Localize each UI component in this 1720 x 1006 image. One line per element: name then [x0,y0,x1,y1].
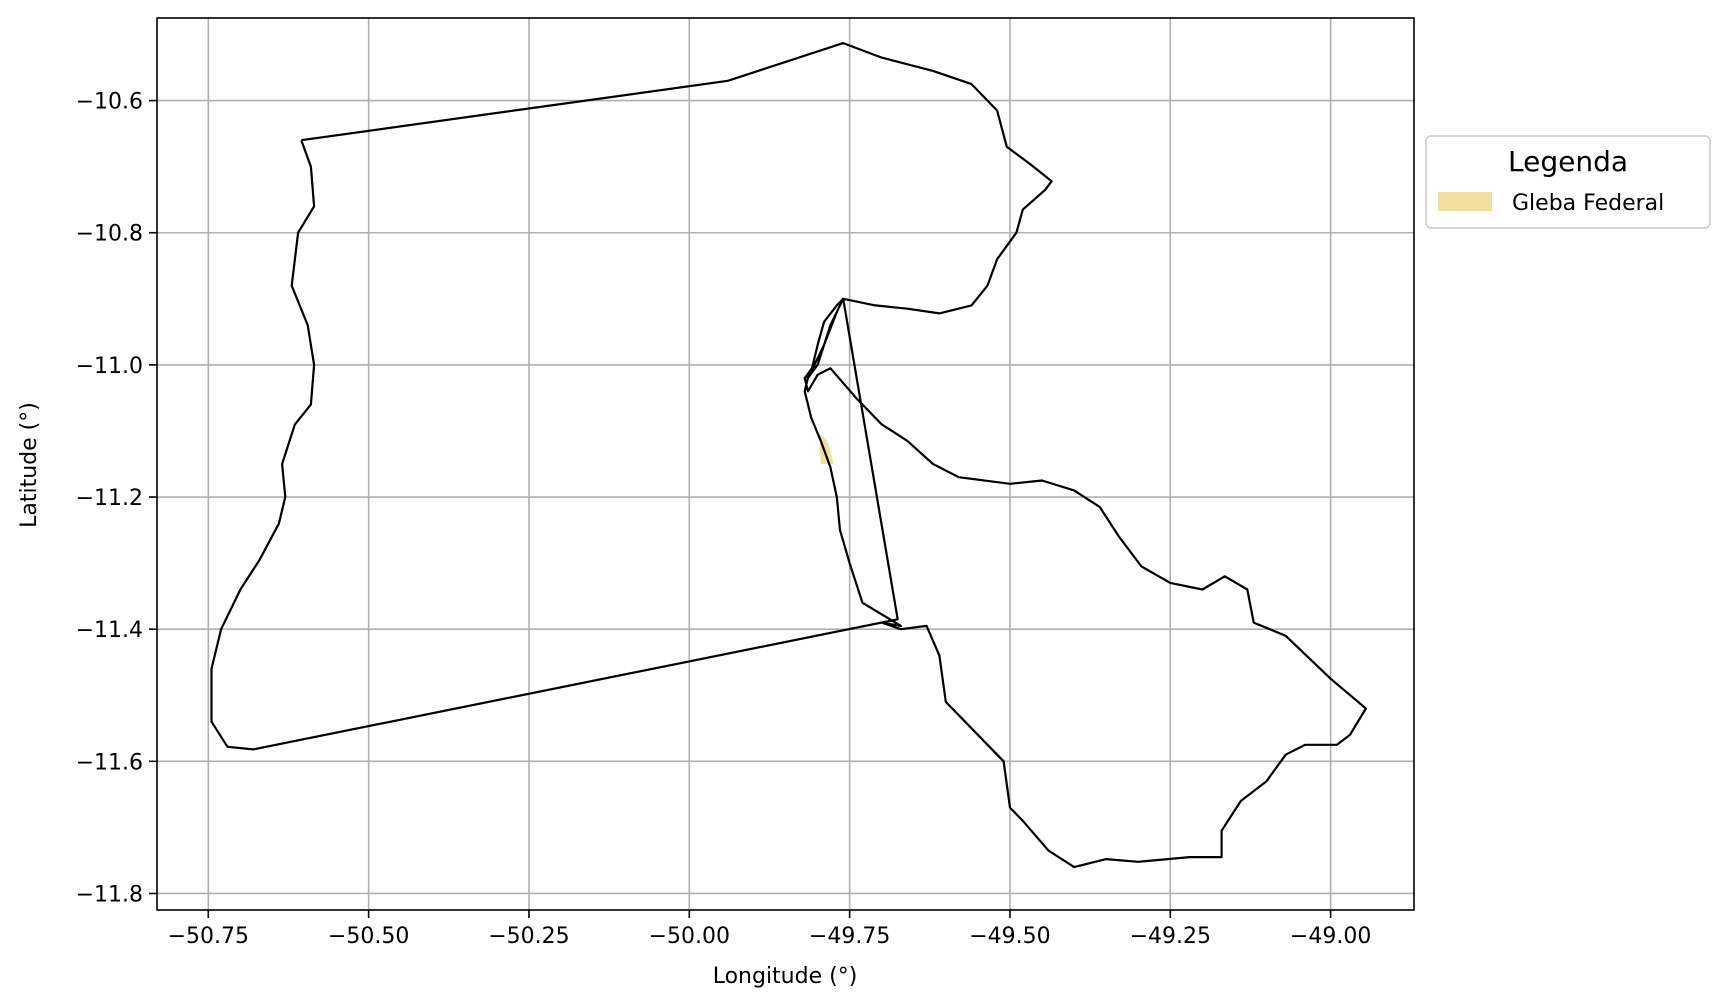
x-tick-label: −50.00 [649,924,730,949]
grid-lines [157,18,1414,910]
map-data [210,41,1368,869]
y-tick-label: −11.2 [76,486,143,511]
municipality-boundary [210,41,1368,869]
y-tick-label: −11.6 [76,750,143,775]
axes-frame [156,17,1415,911]
x-axis-label: Longitude (°) [713,964,858,989]
legend-label-gleba-federal: Gleba Federal [1512,191,1664,216]
x-tick-label: −49.00 [1290,924,1371,949]
x-tick-label: −50.50 [328,924,409,949]
y-tick-label: −11.0 [76,354,143,379]
x-tick-label: −49.75 [809,924,890,949]
y-tick-label: −11.4 [76,618,143,643]
y-axis-label: Latitude (°) [17,402,42,528]
legend-title: Legenda [1508,145,1628,178]
x-tick-label: −50.25 [488,924,569,949]
x-tick-label: −49.25 [1130,924,1211,949]
gleba-federal-area [819,434,834,464]
legend: Legenda Gleba Federal [1425,135,1711,229]
y-tick-label: −10.6 [76,90,143,115]
x-tick-label: −49.50 [969,924,1050,949]
legend-swatch-gleba-federal [1438,192,1492,211]
x-tick-label: −50.75 [168,924,249,949]
legend-box [1425,135,1711,229]
y-tick-label: −10.8 [76,222,143,247]
y-tick-label: −11.8 [76,882,143,907]
axis-ticks: −50.75 −50.50 −50.25 −50.00 −49.75 −49.50 −49.… [76,90,1372,949]
